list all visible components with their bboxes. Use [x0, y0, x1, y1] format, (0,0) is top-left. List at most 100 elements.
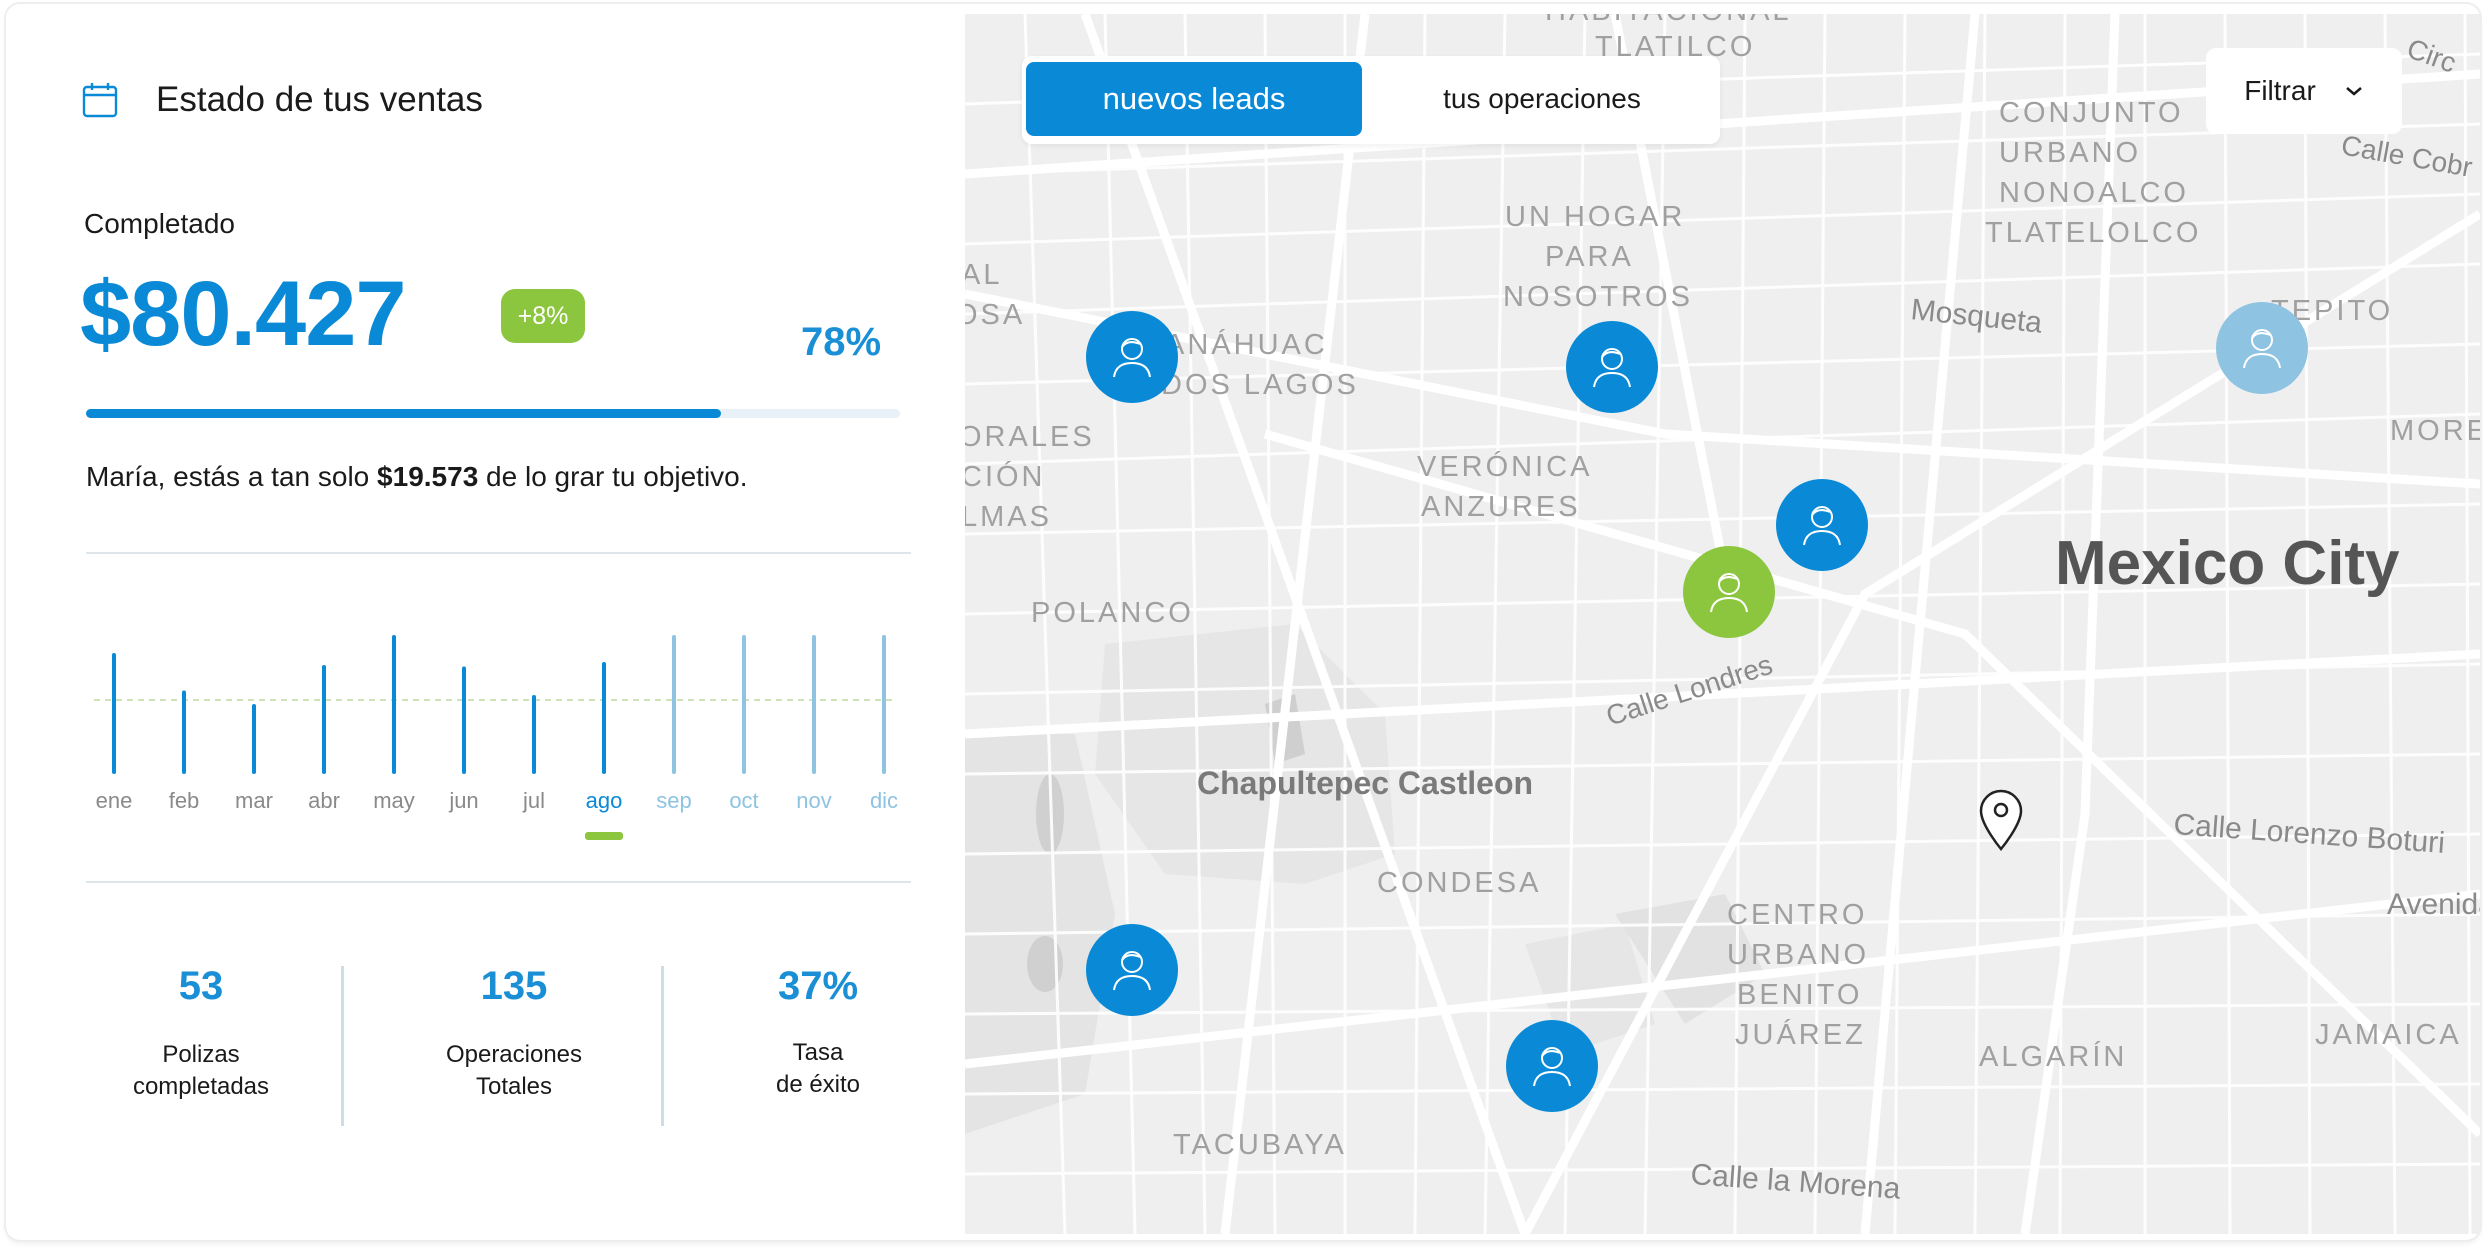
- goal-message: María, estás a tan solo $19.573 de lo gr…: [86, 461, 748, 493]
- tick-label-nov[interactable]: nov: [796, 788, 831, 813]
- lead-pin-selected[interactable]: [1683, 546, 1775, 638]
- map-label-district: ANZURES: [1421, 491, 1581, 523]
- lead-pin[interactable]: [1506, 1020, 1598, 1112]
- map-label-district: CONJUNTO: [1999, 97, 2184, 129]
- tick-label-feb[interactable]: feb: [169, 788, 200, 813]
- person-icon: [1593, 348, 1631, 388]
- map-label-district: ALGARÍN: [1979, 1040, 2127, 1073]
- goal-message-prefix: María, estás a tan solo: [86, 461, 378, 492]
- map-label-street: Avenida: [2387, 888, 2480, 921]
- map-label-district: MORE: [2390, 415, 2480, 447]
- person-icon: [1113, 338, 1151, 378]
- chevron-down-icon: [2345, 87, 2362, 96]
- tick-label-dic[interactable]: dic: [870, 788, 898, 813]
- map-label-district: TLATELOLCO: [1985, 217, 2201, 249]
- stat-tasa: 37% Tasa de éxito: [703, 964, 933, 1101]
- leads-map[interactable]: Mexico City Chapultepec Castleon Mosquet…: [965, 14, 2480, 1234]
- person-icon: [1113, 951, 1151, 991]
- map-label-street: Calle Cobr: [2339, 129, 2475, 182]
- map-label-city: Mexico City: [2055, 529, 2400, 598]
- lead-pin[interactable]: [1086, 924, 1178, 1016]
- lead-pin-faded[interactable]: [2216, 302, 2308, 394]
- page-title: Estado de tus ventas: [156, 80, 483, 119]
- lead-pin[interactable]: [1776, 479, 1868, 571]
- tick-label-jul[interactable]: jul: [522, 788, 545, 813]
- sales-panel: Estado de tus ventas Completado $80.427 …: [6, 4, 961, 1240]
- map-label-castle: Chapultepec Castleon: [1197, 765, 1533, 801]
- tab-tus-operaciones[interactable]: tus operaciones: [1443, 83, 1641, 114]
- calendar-icon: [82, 83, 118, 118]
- map-label-district: HABITACIONAL: [1545, 14, 1792, 27]
- map-label-district: POLANCO: [1031, 597, 1194, 629]
- map-label-district: JAMAICA: [2315, 1019, 2462, 1051]
- map-label-district: ORALES: [965, 421, 1095, 453]
- divider-top: [86, 552, 911, 554]
- lead-pin[interactable]: [1566, 321, 1658, 413]
- stat-label-line: Tasa: [792, 1039, 844, 1066]
- map-label-district: ANÁHUAC: [1165, 328, 1328, 361]
- stat-label: Polizas completadas: [86, 1039, 316, 1103]
- map-label-district: NONOALCO: [1999, 177, 2189, 209]
- tick-label-mar[interactable]: mar: [235, 788, 273, 813]
- stat-operaciones: 135 Operaciones Totales: [399, 964, 629, 1103]
- stats-row: 53 Polizas completadas 135 Operaciones T…: [86, 964, 911, 1134]
- lead-pin[interactable]: [1086, 311, 1178, 403]
- map-label-district: BENITO: [1737, 979, 1862, 1011]
- map-label-district: AL: [965, 259, 1002, 291]
- stat-value: 135: [480, 964, 548, 1008]
- sales-dashboard-card: Estado de tus ventas Completado $80.427 …: [6, 4, 2480, 1240]
- tick-label-may[interactable]: may: [373, 788, 415, 813]
- map-label-district: CIÓN: [965, 460, 1046, 493]
- map-label-street: Circ: [2403, 33, 2460, 79]
- progress-percent: 78%: [801, 320, 882, 364]
- stat-label: Tasa de éxito: [703, 1037, 933, 1101]
- view-toggle: nuevos leads tus operaciones: [1022, 56, 1720, 144]
- goal-message-suffix: de lo grar tu objetivo.: [478, 461, 748, 492]
- stat-label-line: Operaciones: [445, 1041, 583, 1068]
- divider-bottom: [86, 881, 911, 883]
- map-label-district: CONDESA: [1377, 867, 1541, 899]
- tab-nuevos-leads[interactable]: nuevos leads: [1026, 62, 1362, 136]
- map-label-district: DOS LAGOS: [1161, 369, 1359, 401]
- stat-value: 37%: [777, 964, 859, 1008]
- stat-separator: [661, 966, 664, 1126]
- panel-header: Estado de tus ventas: [82, 80, 483, 120]
- stat-value: 53: [178, 964, 224, 1008]
- tick-label-jun[interactable]: jun: [448, 788, 478, 813]
- tick-label-ago[interactable]: ago: [586, 788, 623, 813]
- progress-bar: [86, 409, 900, 418]
- stat-label: Operaciones Totales: [399, 1039, 629, 1103]
- map-label-district: LMAS: [965, 501, 1052, 533]
- tick-label-ene[interactable]: ene: [96, 788, 133, 813]
- tick-label-abr[interactable]: abr: [308, 788, 340, 813]
- map-label-district: UN HOGAR: [1505, 201, 1685, 233]
- stat-separator: [341, 966, 344, 1126]
- map-label-district: JUÁREZ: [1735, 1018, 1866, 1051]
- stat-polizas: 53 Polizas completadas: [86, 964, 316, 1103]
- map-label-district: TACUBAYA: [1173, 1129, 1347, 1161]
- completed-label: Completado: [84, 208, 235, 239]
- sales-amount: $80.427: [80, 263, 407, 365]
- map-label-district: URBANO: [1727, 939, 1869, 971]
- map-label-district: PARA: [1545, 241, 1634, 273]
- person-icon: [2243, 329, 2281, 369]
- filter-label: Filtrar: [2244, 75, 2316, 106]
- map-canvas: Mexico City Chapultepec Castleon Mosquet…: [965, 14, 2480, 1234]
- stat-label-line: Totales: [475, 1073, 553, 1100]
- map-label-district: NOSOTROS: [1503, 281, 1693, 313]
- tick-label-sep[interactable]: sep: [656, 788, 691, 813]
- tick-label-oct[interactable]: oct: [729, 788, 758, 813]
- filter-dropdown[interactable]: Filtrar: [2206, 48, 2402, 134]
- map-label-district: OSA: [965, 299, 1025, 331]
- stat-label-line: completadas: [132, 1073, 270, 1100]
- map-label-district: CENTRO: [1727, 899, 1867, 931]
- person-icon: [1710, 573, 1748, 613]
- location-pin-icon[interactable]: [1979, 789, 2023, 851]
- map-label-street: Mosqueta: [1909, 293, 2044, 340]
- goal-message-amount: $19.573: [377, 461, 479, 492]
- person-icon: [1803, 506, 1841, 546]
- progress-bar-fill: [86, 409, 721, 418]
- stat-label-line: de éxito: [775, 1071, 861, 1098]
- monthly-bar-chart: ene feb mar abr may jun jul ago sep oct nov dic: [94, 635, 898, 840]
- stat-label-line: Polizas: [162, 1041, 240, 1068]
